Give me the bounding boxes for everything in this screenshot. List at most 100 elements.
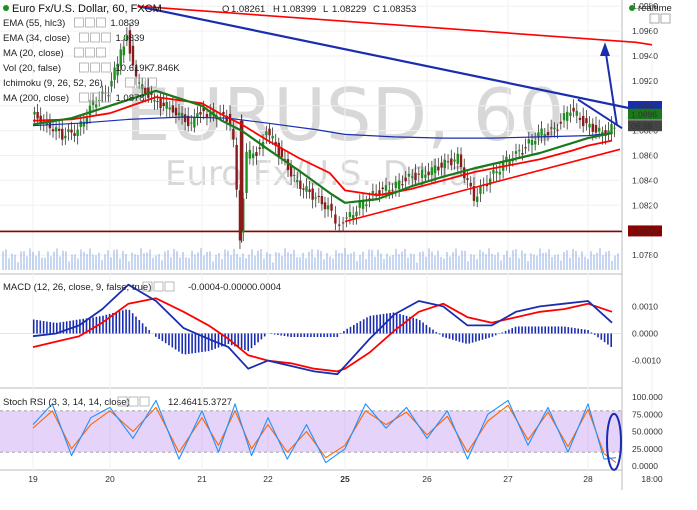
candle-body bbox=[492, 170, 495, 174]
candle-body bbox=[537, 132, 540, 138]
volume-bar bbox=[371, 249, 373, 270]
volume-bar bbox=[218, 253, 220, 270]
y-tick-label: 100.000 bbox=[632, 392, 663, 402]
volume-bar bbox=[59, 256, 61, 270]
volume-bar bbox=[113, 249, 115, 270]
status-dot bbox=[3, 5, 9, 11]
volume-bar bbox=[8, 258, 10, 270]
volume-bar bbox=[266, 252, 268, 270]
volume-bar bbox=[584, 256, 586, 270]
volume-bar bbox=[200, 248, 202, 270]
candle-body bbox=[371, 191, 375, 194]
candle-body bbox=[128, 30, 132, 54]
volume-bar bbox=[599, 248, 601, 270]
candle-body bbox=[437, 166, 440, 171]
volume-bar bbox=[521, 250, 523, 270]
volume-bar bbox=[212, 261, 214, 270]
candle-body bbox=[248, 149, 252, 159]
volume-bar bbox=[404, 248, 406, 270]
eye-icon bbox=[117, 396, 128, 407]
volume-bar bbox=[143, 253, 145, 270]
volume-bar bbox=[473, 254, 475, 270]
candle-body bbox=[450, 158, 453, 166]
candle-body bbox=[352, 215, 355, 219]
volume-bar bbox=[587, 258, 589, 270]
candle-body bbox=[225, 115, 228, 122]
volume-bar bbox=[359, 254, 361, 270]
x-tick-label: 25 bbox=[340, 474, 350, 484]
gear-icon bbox=[90, 62, 100, 73]
volume-bar bbox=[347, 254, 349, 270]
candle-body bbox=[338, 224, 341, 226]
volume-bar bbox=[209, 251, 211, 270]
volume-bar bbox=[155, 255, 157, 270]
candle-body bbox=[430, 167, 434, 176]
indicator-value: 10.619K bbox=[116, 63, 152, 74]
candle-body bbox=[378, 190, 381, 196]
candle-body bbox=[488, 178, 492, 185]
volume-bar bbox=[368, 249, 370, 270]
volume-bar bbox=[419, 252, 421, 270]
x-icon bbox=[139, 396, 150, 407]
candle-body bbox=[85, 117, 89, 125]
candle-body bbox=[479, 186, 482, 194]
ohlc-value: 1.08229 bbox=[332, 4, 366, 15]
volume-bar bbox=[449, 256, 451, 270]
candle-body bbox=[361, 200, 365, 209]
y-tick-label: 25.0000 bbox=[632, 444, 663, 454]
volume-bar bbox=[470, 254, 472, 270]
candle-body bbox=[235, 144, 238, 190]
macd-signal-line bbox=[32, 297, 613, 373]
candle-body bbox=[116, 63, 119, 76]
rsi-label: Stoch RSI (3, 3, 14, 14, close) bbox=[3, 397, 130, 408]
candle-body bbox=[187, 115, 190, 127]
candle-body bbox=[414, 172, 417, 181]
candle-body bbox=[365, 204, 368, 207]
arrow-head bbox=[600, 42, 610, 56]
candle-body bbox=[323, 202, 327, 210]
volume-bar bbox=[224, 249, 226, 270]
volume-bar bbox=[65, 251, 67, 270]
candle-body bbox=[190, 122, 193, 124]
candle-body bbox=[119, 49, 122, 67]
volume-bar bbox=[578, 257, 580, 270]
candle-body bbox=[446, 161, 450, 163]
candle-body bbox=[42, 119, 45, 123]
candle-body bbox=[543, 134, 546, 137]
candle-body bbox=[113, 67, 116, 80]
rsi-band bbox=[0, 410, 622, 453]
volume-bar bbox=[281, 255, 283, 270]
candle-body bbox=[251, 153, 255, 159]
candle-body bbox=[582, 116, 585, 127]
price-badge bbox=[628, 120, 662, 132]
volume-bar bbox=[173, 248, 175, 270]
y-tick-label: 50.0000 bbox=[632, 427, 663, 437]
candle-body bbox=[107, 95, 110, 97]
volume-bar bbox=[101, 260, 103, 270]
candle-body bbox=[57, 128, 61, 131]
candle-body bbox=[311, 188, 314, 200]
price-badge bbox=[628, 101, 662, 113]
volume-bar bbox=[251, 249, 253, 270]
candle-body bbox=[374, 193, 378, 195]
volume-bars bbox=[2, 248, 619, 270]
candle-body bbox=[202, 107, 205, 112]
volume-bar bbox=[563, 252, 565, 270]
candle-body bbox=[212, 110, 215, 114]
volume-bar bbox=[62, 250, 64, 270]
volume-bar bbox=[53, 251, 55, 270]
candle-body bbox=[578, 117, 582, 121]
y-tick-label: 1.0920 bbox=[632, 76, 658, 86]
ohlc-value: O bbox=[222, 4, 229, 15]
wedge-line bbox=[577, 98, 623, 129]
y-tick-label: 1.0960 bbox=[632, 26, 658, 36]
candle-body bbox=[193, 117, 196, 128]
candle-body bbox=[330, 203, 333, 211]
volume-bar bbox=[134, 254, 136, 270]
y-tick-label: 1.0840 bbox=[632, 175, 658, 185]
target-arrow bbox=[604, 47, 618, 126]
realtime-label: realtime bbox=[638, 3, 672, 14]
volume-bar bbox=[110, 257, 112, 270]
indicator-label: EMA (34, close) bbox=[3, 33, 70, 44]
eye-icon bbox=[74, 17, 84, 28]
